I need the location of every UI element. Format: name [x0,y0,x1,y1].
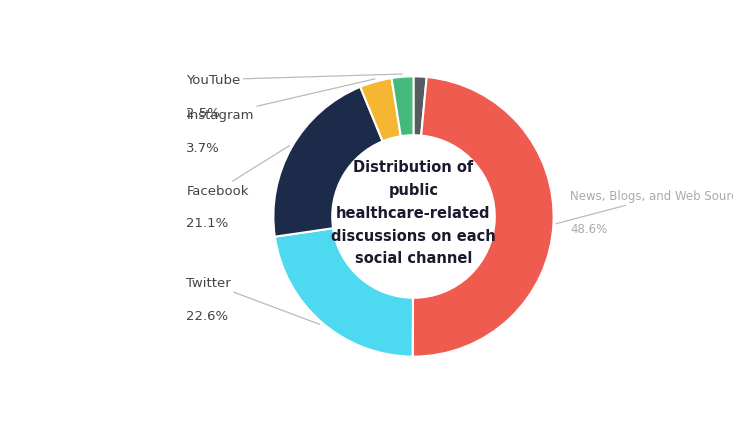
Text: 22.6%: 22.6% [186,309,229,322]
Text: Distribution of
public
healthcare-related
discussions on each
social channel: Distribution of public healthcare-relate… [331,160,496,266]
Text: Facebook: Facebook [186,146,290,197]
Text: 3.7%: 3.7% [186,141,220,155]
Wedge shape [273,88,383,237]
Wedge shape [275,229,413,357]
Text: 2.5%: 2.5% [186,107,220,119]
Wedge shape [413,77,427,136]
Text: Twitter: Twitter [186,277,320,325]
Text: News, Blogs, and Web Sources: News, Blogs, and Web Sources [556,190,733,224]
Wedge shape [361,79,401,142]
Wedge shape [391,77,413,137]
Text: 48.6%: 48.6% [570,223,608,236]
Text: Instagram: Instagram [186,80,375,122]
Wedge shape [413,78,553,357]
Text: 21.1%: 21.1% [186,217,229,230]
Text: YouTube: YouTube [186,74,402,87]
